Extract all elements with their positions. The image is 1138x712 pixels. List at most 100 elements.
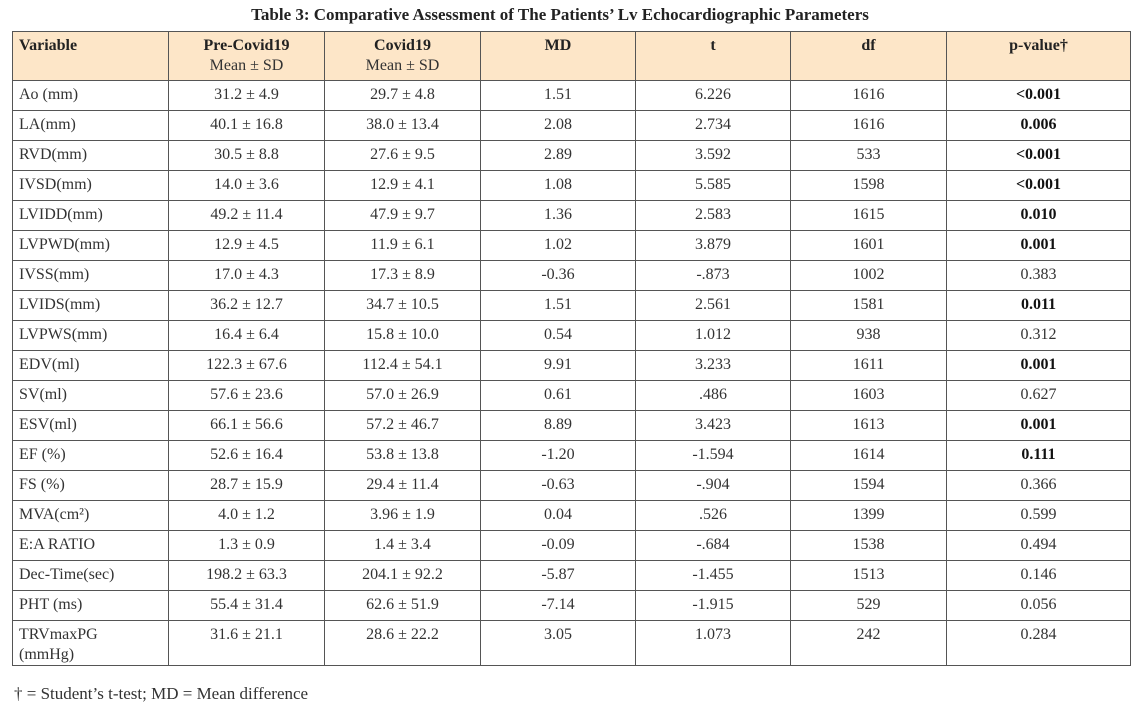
table-cell: 57.6 ± 23.6: [168, 380, 325, 411]
table-cell: -1.455: [635, 560, 791, 591]
table-cell: MVA(cm²): [12, 500, 169, 531]
table-row: LVPWD(mm) 12.9 ± 4.5 11.9 ± 6.1 1.02 3.879 16…: [12, 230, 1131, 261]
header-label: df: [861, 37, 876, 54]
table-cell: 28.6 ± 22.2: [324, 620, 481, 666]
table-cell: FS (%): [12, 470, 169, 501]
table-row: Dec-Time(sec) 198.2 ± 63.3 204.1 ± 92.2 -5.…: [12, 560, 1131, 591]
table-cell: 1615: [790, 200, 947, 231]
table-cell: RVD(mm): [12, 140, 169, 171]
header-label: t: [710, 37, 716, 54]
table-cell: 0.011: [946, 290, 1131, 321]
table-cell: TRVmaxPG (mmHg): [12, 620, 169, 666]
table-cell: 1399: [790, 500, 947, 531]
table-cell: 1.4 ± 3.4: [324, 530, 481, 561]
header-label: Pre-Covid19: [203, 37, 290, 54]
header-label: MD: [544, 37, 572, 54]
table-cell: -1.594: [635, 440, 791, 471]
table-cell: IVSS(mm): [12, 260, 169, 291]
table-row: E:A RATIO 1.3 ± 0.9 1.4 ± 3.4 -0.09 -.684 153…: [12, 530, 1131, 561]
table-cell: 1.51: [480, 290, 636, 321]
header-label: p-value†: [1009, 37, 1068, 54]
table-cell: 3.592: [635, 140, 791, 171]
table-row: EF (%) 52.6 ± 16.4 53.8 ± 13.8 -1.20 -1.594 1…: [12, 440, 1131, 471]
table-cell: 529: [790, 590, 947, 621]
table-cell: 1603: [790, 380, 947, 411]
table-cell: 57.2 ± 46.7: [324, 410, 481, 441]
table-cell: 12.9 ± 4.1: [324, 170, 481, 201]
table-row: ESV(ml) 66.1 ± 56.6 57.2 ± 46.7 8.89 3.423 16…: [12, 410, 1131, 441]
table-cell: 49.2 ± 11.4: [168, 200, 325, 231]
header-label: Variable: [19, 37, 78, 54]
table-cell: 15.8 ± 10.0: [324, 320, 481, 351]
table-row: EDV(ml) 122.3 ± 67.6 112.4 ± 54.1 9.91 3.233…: [12, 350, 1131, 381]
table-cell: 0.001: [946, 230, 1131, 261]
table-cell: LVPWS(mm): [12, 320, 169, 351]
table-cell: 0.001: [946, 350, 1131, 381]
table-row: IVSS(mm) 17.0 ± 4.3 17.3 ± 8.9 -0.36 -.873 10…: [12, 260, 1131, 291]
table-cell: 53.8 ± 13.8: [324, 440, 481, 471]
header-cell: Covid19 Mean ± SD: [324, 31, 481, 81]
table-cell: 3.233: [635, 350, 791, 381]
table-cell: E:A RATIO: [12, 530, 169, 561]
table-row: FS (%) 28.7 ± 15.9 29.4 ± 11.4 -0.63 -.904 15…: [12, 470, 1131, 501]
table-row: LA(mm) 40.1 ± 16.8 38.0 ± 13.4 2.08 2.734 161…: [12, 110, 1131, 141]
header-sublabel: Mean ± SD: [209, 57, 284, 74]
table-cell: 1.36: [480, 200, 636, 231]
table-cell: 0.599: [946, 500, 1131, 531]
table-cell: 38.0 ± 13.4: [324, 110, 481, 141]
table-cell: 938: [790, 320, 947, 351]
table-row: LVIDD(mm) 49.2 ± 11.4 47.9 ± 9.7 1.36 2.583 1…: [12, 200, 1131, 231]
table-cell: 1614: [790, 440, 947, 471]
table-cell: .526: [635, 500, 791, 531]
table-cell: 2.561: [635, 290, 791, 321]
table-row: TRVmaxPG (mmHg) 31.6 ± 21.1 28.6 ± 22.2 3.0…: [12, 620, 1131, 666]
table-cell: LVIDS(mm): [12, 290, 169, 321]
table-cell: 4.0 ± 1.2: [168, 500, 325, 531]
table-cell: 0.04: [480, 500, 636, 531]
table-cell: 0.627: [946, 380, 1131, 411]
table-row: PHT (ms) 55.4 ± 31.4 62.6 ± 51.9 -7.14 -1.91…: [12, 590, 1131, 621]
table-cell: 62.6 ± 51.9: [324, 590, 481, 621]
table-cell: 17.3 ± 8.9: [324, 260, 481, 291]
table-row: IVSD(mm) 14.0 ± 3.6 12.9 ± 4.1 1.08 5.585 159…: [12, 170, 1131, 201]
table-cell: 11.9 ± 6.1: [324, 230, 481, 261]
table-cell: 112.4 ± 54.1: [324, 350, 481, 381]
table-cell: -.904: [635, 470, 791, 501]
table-cell: -1.20: [480, 440, 636, 471]
table-cell: 52.6 ± 16.4: [168, 440, 325, 471]
table-cell: IVSD(mm): [12, 170, 169, 201]
table-cell: 1611: [790, 350, 947, 381]
table-cell: 1.08: [480, 170, 636, 201]
table-row: SV(ml) 57.6 ± 23.6 57.0 ± 26.9 0.61.486 1603…: [12, 380, 1131, 411]
table-cell: 0.366: [946, 470, 1131, 501]
table-cell: <0.001: [946, 170, 1131, 201]
table-cell: 2.734: [635, 110, 791, 141]
table-cell: 31.6 ± 21.1: [168, 620, 325, 666]
table-cell: 31.2 ± 4.9: [168, 80, 325, 111]
table-cell: -.873: [635, 260, 791, 291]
table-cell: .486: [635, 380, 791, 411]
table-cell: Dec-Time(sec): [12, 560, 169, 591]
table-cell: 2.08: [480, 110, 636, 141]
table-cell: 1513: [790, 560, 947, 591]
table-cell: 533: [790, 140, 947, 171]
table-cell: 5.585: [635, 170, 791, 201]
table-cell: 16.4 ± 6.4: [168, 320, 325, 351]
table-cell: 29.4 ± 11.4: [324, 470, 481, 501]
table-cell: 1.02: [480, 230, 636, 261]
table-cell: -0.36: [480, 260, 636, 291]
table-cell: SV(ml): [12, 380, 169, 411]
table-cell: PHT (ms): [12, 590, 169, 621]
table-cell: 198.2 ± 63.3: [168, 560, 325, 591]
header-cell: t: [635, 31, 791, 81]
table-cell: 0.312: [946, 320, 1131, 351]
table-cell: 1.073: [635, 620, 791, 666]
table-row: MVA(cm²) 4.0 ± 1.2 3.96 ± 1.9 0.04.526 1399 0…: [12, 500, 1131, 531]
table-title: Table 3: Comparative Assessment of The P…: [251, 5, 869, 24]
table-cell: 0.010: [946, 200, 1131, 231]
table-cell: 242: [790, 620, 947, 666]
table-cell: 0.54: [480, 320, 636, 351]
table-cell: 3.96 ± 1.9: [324, 500, 481, 531]
table-cell: -0.63: [480, 470, 636, 501]
